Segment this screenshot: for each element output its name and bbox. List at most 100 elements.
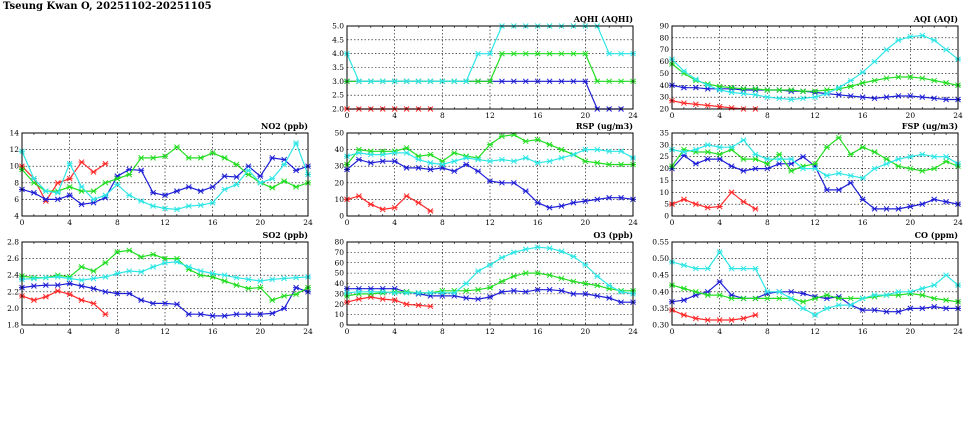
data-point-green — [570, 50, 577, 57]
data-point-cyan — [475, 156, 482, 163]
data-point-red — [752, 206, 759, 212]
data-point-green — [391, 288, 398, 295]
x-tick-label: 24 — [953, 111, 963, 120]
y-tick-label: 20 — [659, 105, 669, 114]
data-point-blue — [919, 305, 926, 312]
data-point-green — [582, 280, 589, 287]
data-point-blue — [716, 278, 723, 285]
data-point-cyan — [823, 172, 830, 179]
data-point-cyan — [582, 261, 589, 268]
data-point-green — [752, 156, 759, 162]
data-point-cyan — [895, 156, 902, 162]
data-point-blue — [90, 285, 97, 292]
data-point-green — [943, 158, 950, 165]
data-point-cyan — [415, 156, 422, 163]
y-tick-label: 2.0 — [7, 304, 19, 313]
data-point-cyan — [415, 78, 422, 85]
data-point-blue — [680, 84, 687, 91]
data-point-green — [90, 268, 97, 274]
data-point-cyan — [943, 46, 950, 53]
data-point-cyan — [919, 285, 926, 292]
y-tick-label: 50 — [334, 129, 344, 138]
data-point-blue — [42, 196, 49, 203]
data-point-blue — [919, 201, 926, 207]
data-point-cyan — [451, 78, 458, 85]
data-point-red — [716, 203, 723, 210]
data-point-cyan — [78, 184, 85, 190]
x-tick-label: 12 — [160, 327, 170, 336]
data-point-cyan — [403, 150, 410, 156]
data-point-green — [281, 178, 288, 184]
data-point-green — [907, 74, 914, 80]
y-tick-label: 4.0 — [332, 49, 344, 58]
data-point-cyan — [835, 302, 842, 308]
data-point-cyan — [451, 158, 458, 165]
data-point-cyan — [534, 160, 541, 166]
data-point-cyan — [764, 156, 771, 162]
x-tick-label: 20 — [581, 327, 591, 336]
data-point-blue — [752, 165, 759, 172]
data-point-blue — [487, 178, 493, 184]
data-point-green — [546, 50, 553, 57]
data-point-cyan — [162, 205, 168, 212]
data-point-cyan — [197, 268, 204, 274]
data-point-green — [78, 264, 85, 270]
data-point-blue — [522, 288, 529, 295]
data-point-blue — [162, 192, 168, 199]
data-point-cyan — [859, 175, 866, 181]
data-point-cyan — [487, 261, 493, 268]
x-tick-label: 8 — [765, 327, 770, 336]
data-point-blue — [570, 291, 577, 297]
data-point-green — [871, 149, 878, 155]
data-point-blue — [764, 165, 771, 172]
data-point-cyan — [871, 165, 878, 172]
data-point-green — [823, 292, 830, 298]
x-tick-label: 8 — [765, 218, 770, 227]
data-point-blue — [943, 96, 950, 103]
data-point-green — [403, 145, 410, 151]
data-point-red — [391, 204, 398, 211]
y-tick-label: 60 — [659, 57, 669, 66]
data-point-red — [692, 315, 699, 322]
data-point-green — [931, 77, 938, 84]
data-point-cyan — [90, 196, 97, 203]
y-tick-label: 2.5 — [332, 91, 344, 100]
data-point-cyan — [728, 89, 735, 96]
data-point-green — [498, 50, 505, 57]
data-point-cyan — [943, 272, 950, 279]
data-point-blue — [66, 280, 73, 287]
data-point-blue — [895, 308, 902, 315]
data-point-cyan — [355, 78, 362, 85]
data-point-green — [126, 171, 133, 178]
data-point-cyan — [293, 274, 300, 281]
y-tick-label: 40 — [334, 279, 344, 288]
y-tick-label: 30 — [659, 140, 669, 149]
data-point-green — [919, 75, 926, 82]
data-point-cyan — [439, 78, 446, 85]
data-point-blue — [257, 311, 264, 318]
data-point-green — [570, 278, 577, 285]
data-point-green — [752, 295, 759, 302]
y-tick-label: 0.40 — [652, 287, 669, 296]
data-point-green — [594, 160, 601, 166]
data-point-cyan — [487, 158, 493, 165]
data-point-cyan — [606, 50, 613, 57]
data-point-cyan — [835, 170, 842, 177]
data-point-blue — [209, 184, 216, 190]
data-point-green — [871, 77, 878, 84]
y-tick-label: 50 — [334, 269, 344, 278]
x-tick-label: 4 — [67, 327, 72, 336]
data-point-green — [150, 155, 157, 161]
data-point-blue — [487, 294, 493, 300]
data-point-green — [534, 136, 541, 143]
data-point-green — [126, 247, 133, 254]
data-point-cyan — [391, 289, 398, 296]
data-point-cyan — [185, 264, 192, 270]
x-tick-label: 24 — [303, 327, 313, 336]
data-point-cyan — [463, 280, 470, 287]
data-point-blue — [475, 168, 482, 175]
data-point-cyan — [907, 153, 914, 160]
data-point-green — [522, 138, 529, 145]
data-point-blue — [847, 179, 854, 186]
